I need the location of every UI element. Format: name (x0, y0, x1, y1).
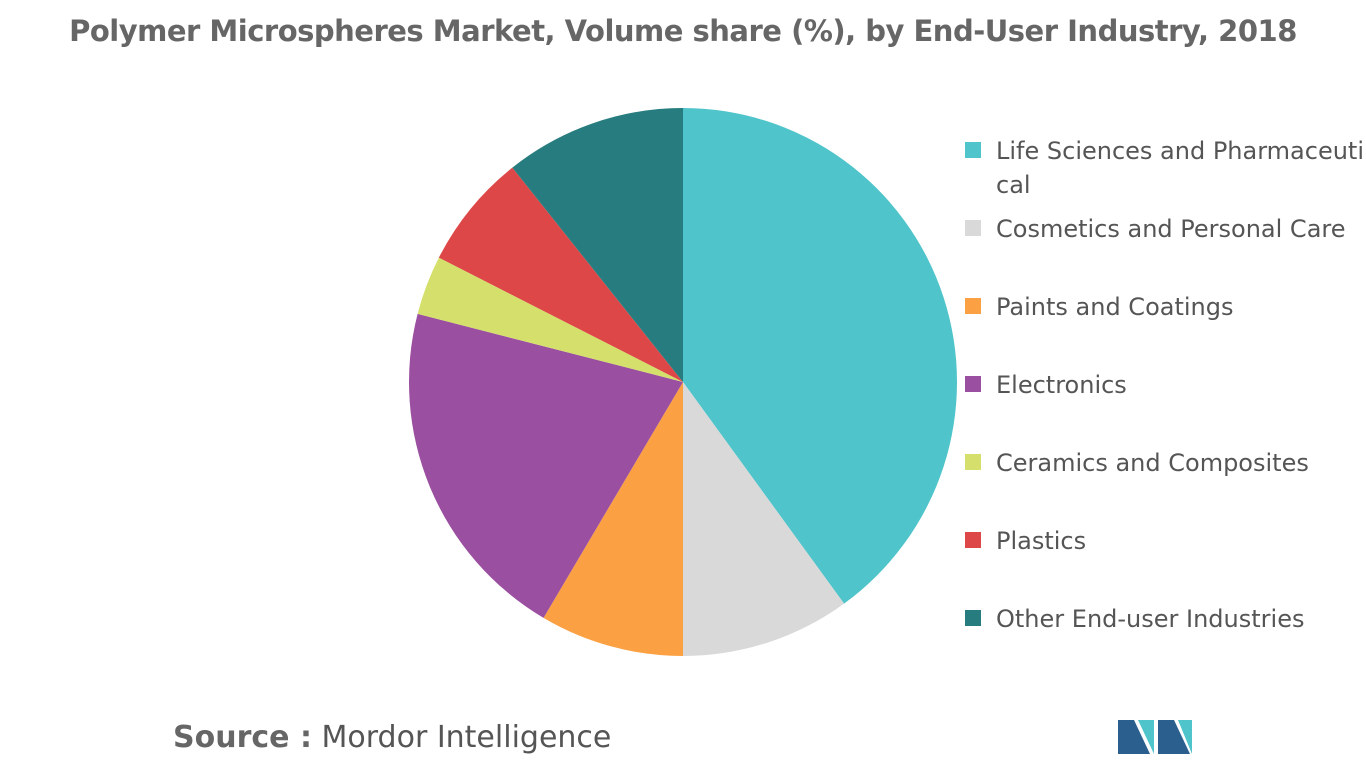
source-text: Mordor Intelligence (321, 720, 612, 755)
legend-swatch (965, 298, 981, 314)
logo (1118, 720, 1192, 754)
legend: Life Sciences and Pharmaceutical Cosmetic… (965, 134, 1365, 680)
pie-slice (683, 108, 957, 604)
pie-slice (417, 257, 683, 382)
pie-slice (408, 313, 683, 618)
legend-swatch (965, 610, 981, 626)
pie-slice (683, 382, 845, 656)
chart-title: Polymer Microspheres Market, Volume shar… (69, 14, 1297, 48)
legend-swatch (965, 376, 981, 392)
legend-label: Paints and Coatings (996, 293, 1234, 321)
pie-slice (543, 382, 683, 656)
legend-swatch (965, 454, 981, 470)
pie-slice (438, 167, 683, 382)
legend-label: Electronics (996, 371, 1127, 399)
source-label: Source : (173, 720, 312, 755)
legend-item: Plastics (965, 524, 1365, 602)
legend-item: Electronics (965, 368, 1365, 446)
source: Source : Mordor Intelligence (173, 720, 611, 755)
legend-label: Other End-user Industries (996, 605, 1305, 633)
legend-item: Ceramics and Composites (965, 446, 1365, 524)
legend-swatch (965, 532, 981, 548)
legend-label: Ceramics and Composites (996, 449, 1309, 477)
legend-label: Plastics (996, 527, 1087, 555)
legend-swatch (965, 220, 981, 236)
legend-label: Life Sciences and Pharmaceutical (996, 137, 1365, 199)
legend-swatch (965, 142, 981, 158)
legend-item: Other End-user Industries (965, 602, 1365, 680)
pie-slice (512, 108, 683, 382)
legend-item: Life Sciences and Pharmaceutical (965, 134, 1365, 212)
legend-item: Paints and Coatings (965, 290, 1365, 368)
legend-item: Cosmetics and Personal Care (965, 212, 1365, 290)
legend-label: Cosmetics and Personal Care (996, 215, 1346, 243)
